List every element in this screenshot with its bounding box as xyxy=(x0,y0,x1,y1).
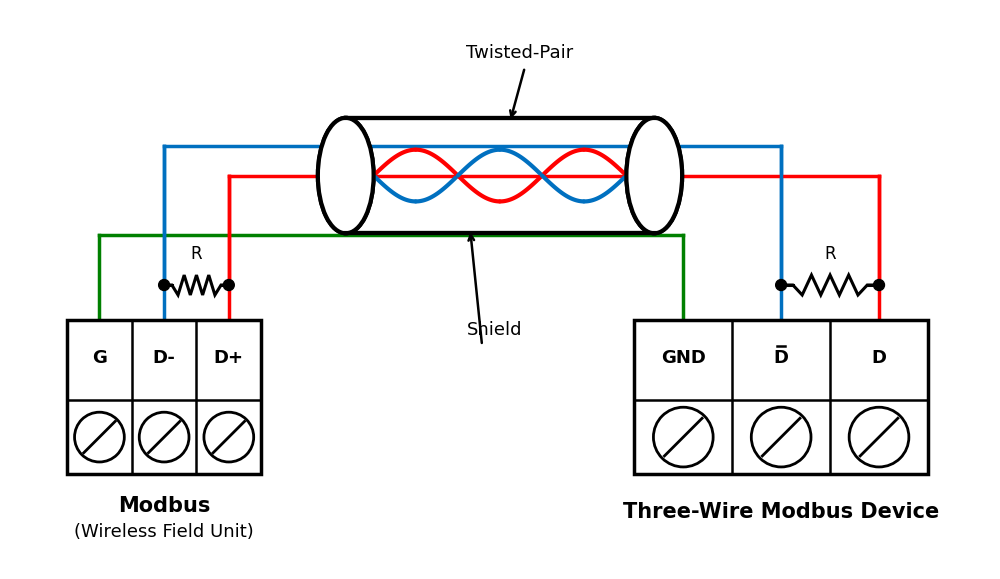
Text: G: G xyxy=(92,349,107,368)
Text: R: R xyxy=(824,245,836,263)
Circle shape xyxy=(849,407,909,467)
Text: GND: GND xyxy=(661,349,706,368)
Bar xyxy=(634,320,928,474)
Text: Twisted-Pair: Twisted-Pair xyxy=(466,44,574,62)
Text: D-: D- xyxy=(153,349,176,368)
Bar xyxy=(346,2,654,118)
Text: Modbus: Modbus xyxy=(118,496,210,516)
Text: D+: D+ xyxy=(214,349,244,368)
Circle shape xyxy=(653,407,713,467)
Text: Shield: Shield xyxy=(467,321,523,339)
Ellipse shape xyxy=(626,118,682,233)
Circle shape xyxy=(751,407,811,467)
Text: (Wireless Field Unit): (Wireless Field Unit) xyxy=(74,523,254,541)
Circle shape xyxy=(776,280,787,291)
Text: D: D xyxy=(872,349,887,368)
Circle shape xyxy=(874,280,884,291)
Text: D: D xyxy=(774,349,789,368)
Text: Three-Wire Modbus Device: Three-Wire Modbus Device xyxy=(623,502,939,522)
Ellipse shape xyxy=(318,118,374,233)
Ellipse shape xyxy=(318,118,374,233)
Ellipse shape xyxy=(626,118,682,233)
Circle shape xyxy=(204,412,254,462)
Circle shape xyxy=(75,412,124,462)
Circle shape xyxy=(139,412,189,462)
Circle shape xyxy=(159,280,170,291)
Circle shape xyxy=(223,280,234,291)
Text: R: R xyxy=(191,245,202,263)
Bar xyxy=(67,320,261,474)
